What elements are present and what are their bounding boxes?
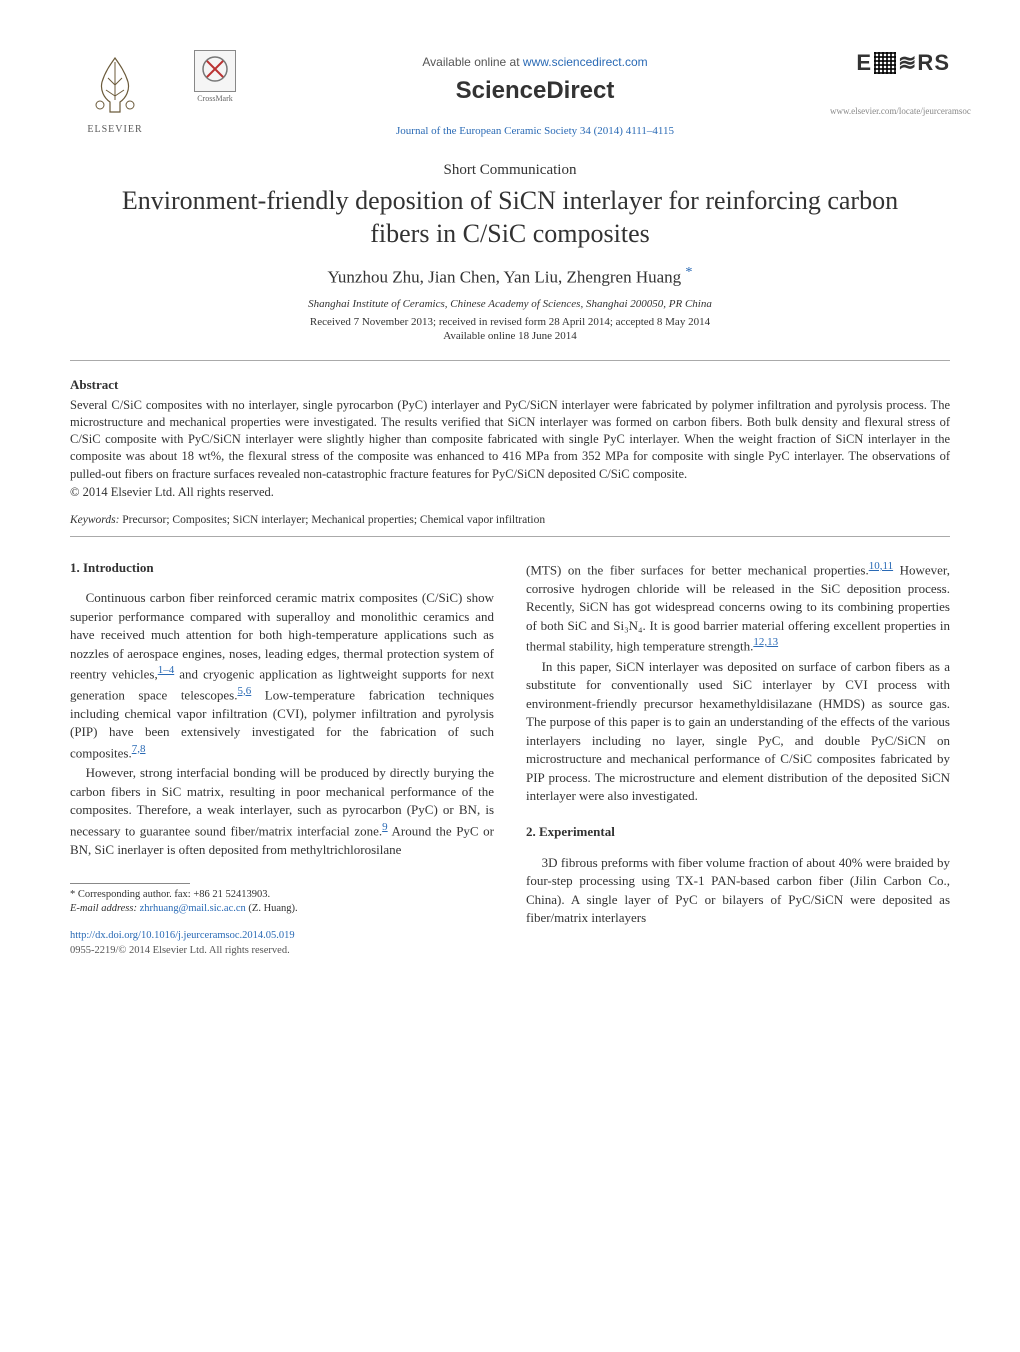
crossmark-badge[interactable]: CrossMark bbox=[190, 50, 240, 120]
authors-names: Yunzhou Zhu, Jian Chen, Yan Liu, Zhengre… bbox=[328, 268, 682, 287]
citation-10-11[interactable]: 10,11 bbox=[869, 560, 893, 572]
experimental-paragraph-1: 3D fibrous preforms with fiber volume fr… bbox=[526, 854, 950, 928]
email-footnote: E-mail address: zhrhuang@mail.sic.ac.cn … bbox=[70, 902, 494, 916]
corresponding-footnote: * Corresponding author. fax: +86 21 5241… bbox=[70, 888, 494, 902]
email-suffix: (Z. Huang). bbox=[246, 903, 298, 914]
elsevier-tree-icon bbox=[80, 50, 150, 120]
journal-ref-link[interactable]: Journal of the European Ceramic Society … bbox=[396, 125, 674, 137]
available-prefix: Available online at bbox=[422, 55, 523, 69]
divider bbox=[70, 536, 950, 537]
crossmark-label: CrossMark bbox=[197, 94, 233, 103]
intro-paragraph-2: However, strong interfacial bonding will… bbox=[70, 764, 494, 859]
left-column: 1. Introduction Continuous carbon fiber … bbox=[70, 559, 494, 959]
keywords-text: Precursor; Composites; SiCN interlayer; … bbox=[119, 514, 545, 526]
abstract-heading: Abstract bbox=[70, 377, 950, 393]
citation-1-4[interactable]: 1–4 bbox=[158, 664, 175, 676]
doi-line: http://dx.doi.org/10.1016/j.jeurceramsoc… bbox=[70, 929, 494, 944]
abstract-copyright: © 2014 Elsevier Ltd. All rights reserved… bbox=[70, 485, 950, 500]
elsevier-logo: ELSEVIER bbox=[70, 50, 160, 150]
center-header: Available online at www.sciencedirect.co… bbox=[240, 50, 830, 137]
crossmark-icon bbox=[194, 50, 236, 92]
citation-5-6[interactable]: 5,6 bbox=[238, 685, 252, 697]
citation-7-8[interactable]: 7,8 bbox=[132, 743, 146, 755]
body-columns: 1. Introduction Continuous carbon fiber … bbox=[70, 559, 950, 959]
sciencedirect-logo: ScienceDirect bbox=[240, 77, 830, 105]
article-type: Short Communication bbox=[70, 162, 950, 179]
affiliation: Shanghai Institute of Ceramics, Chinese … bbox=[70, 298, 950, 310]
available-online-line: Available online at www.sciencedirect.co… bbox=[240, 55, 830, 69]
divider bbox=[70, 360, 950, 361]
ecers-e: E bbox=[856, 50, 872, 76]
sciencedirect-url-link[interactable]: www.sciencedirect.com bbox=[523, 55, 648, 69]
article-title: Environment-friendly deposition of SiCN … bbox=[90, 185, 930, 250]
keywords-line: Keywords: Precursor; Composites; SiCN in… bbox=[70, 514, 950, 526]
intro-paragraph-1: Continuous carbon fiber reinforced ceram… bbox=[70, 589, 494, 762]
abstract-text: Several C/SiC composites with no interla… bbox=[70, 397, 950, 483]
article-dates: Received 7 November 2013; received in re… bbox=[70, 316, 950, 328]
corresponding-marker[interactable]: * bbox=[685, 264, 692, 280]
footnote-rule bbox=[70, 883, 190, 884]
introduction-heading: 1. Introduction bbox=[70, 559, 494, 577]
right-column: (MTS) on the fiber surfaces for better m… bbox=[526, 559, 950, 959]
experimental-heading: 2. Experimental bbox=[526, 823, 950, 841]
journal-logo-block: E ≋RS www.elsevier.com/locate/jeurcerams… bbox=[830, 50, 950, 116]
elsevier-label: ELSEVIER bbox=[87, 124, 142, 135]
col2-paragraph-2: In this paper, SiCN interlayer was depos… bbox=[526, 658, 950, 806]
header-row: ELSEVIER CrossMark Available online at w… bbox=[70, 50, 950, 150]
available-online-date: Available online 18 June 2014 bbox=[70, 330, 950, 342]
ecers-suffix: ≋RS bbox=[898, 50, 950, 76]
authors-line: Yunzhou Zhu, Jian Chen, Yan Liu, Zhengre… bbox=[70, 264, 950, 288]
email-label: E-mail address: bbox=[70, 903, 140, 914]
col2-paragraph-1: (MTS) on the fiber surfaces for better m… bbox=[526, 559, 950, 656]
email-link[interactable]: zhrhuang@mail.sic.ac.cn bbox=[140, 903, 246, 914]
journal-homepage-url: www.elsevier.com/locate/jeurceramsoc bbox=[830, 106, 950, 116]
ecers-qr-icon bbox=[874, 52, 896, 74]
journal-reference[interactable]: Journal of the European Ceramic Society … bbox=[240, 125, 830, 137]
ecers-logo: E ≋RS bbox=[830, 50, 950, 76]
citation-12-13[interactable]: 12,13 bbox=[753, 636, 778, 648]
keywords-label: Keywords: bbox=[70, 514, 119, 526]
doi-link[interactable]: http://dx.doi.org/10.1016/j.jeurceramsoc… bbox=[70, 930, 295, 941]
paper-page: ELSEVIER CrossMark Available online at w… bbox=[0, 0, 1020, 999]
issn-line: 0955-2219/© 2014 Elsevier Ltd. All right… bbox=[70, 944, 494, 959]
